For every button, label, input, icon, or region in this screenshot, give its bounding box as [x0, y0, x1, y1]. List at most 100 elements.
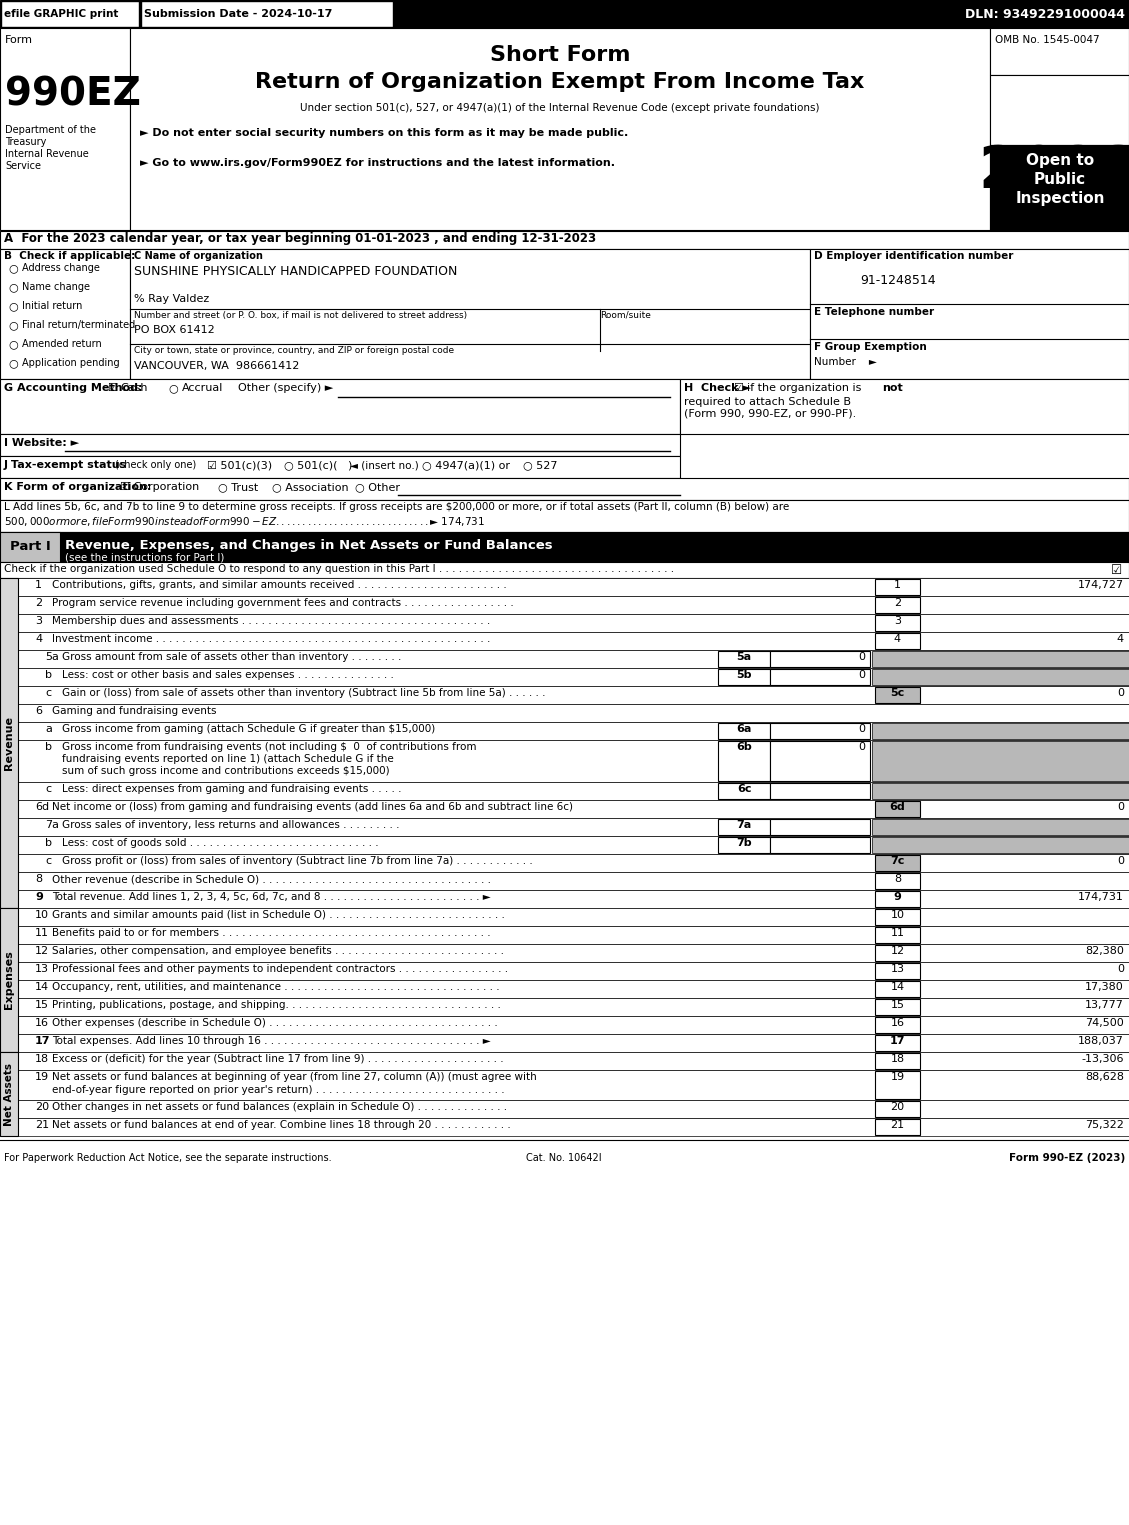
Text: Number    ►: Number ►	[814, 357, 877, 368]
Text: Application pending: Application pending	[21, 358, 120, 368]
Bar	[0, 435, 680, 456]
Text: 13: 13	[35, 964, 49, 974]
Text: Check if the organization used Schedule O to respond to any question in this Par: Check if the organization used Schedule …	[5, 564, 674, 573]
Bar	[718, 782, 770, 799]
Text: 6d: 6d	[890, 802, 905, 811]
Text: 21: 21	[35, 1119, 50, 1130]
Text: 5c: 5c	[891, 688, 904, 698]
Text: OMB No. 1545-0047: OMB No. 1545-0047	[995, 35, 1100, 46]
Text: 5a: 5a	[736, 653, 752, 662]
Text: Net income or (loss) from gaming and fundraising events (add lines 6a and 6b and: Net income or (loss) from gaming and fun…	[52, 802, 574, 811]
Text: Initial return: Initial return	[21, 300, 82, 311]
Text: ☑: ☑	[1111, 564, 1122, 576]
Text: 174,727: 174,727	[1078, 580, 1124, 590]
Bar	[875, 615, 920, 631]
Text: 5b: 5b	[736, 669, 752, 680]
Text: Cat. No. 10642I: Cat. No. 10642I	[526, 1153, 602, 1164]
Bar	[0, 477, 1129, 500]
Bar	[872, 651, 1129, 666]
Text: 7c: 7c	[891, 856, 904, 866]
Bar	[0, 596, 1129, 615]
Bar	[0, 500, 1129, 532]
Bar	[0, 650, 1129, 668]
Text: F Group Exemption: F Group Exemption	[814, 342, 927, 352]
Text: Service: Service	[5, 162, 41, 171]
Text: C Name of organization: C Name of organization	[134, 252, 263, 261]
Bar	[872, 837, 1129, 852]
Text: 174,731: 174,731	[1078, 892, 1124, 901]
Text: 74,500: 74,500	[1085, 1019, 1124, 1028]
Bar	[770, 669, 870, 685]
Text: c: c	[45, 856, 51, 866]
Bar	[875, 801, 920, 817]
Bar	[0, 1052, 1129, 1071]
Text: 17: 17	[35, 1035, 51, 1046]
Bar	[875, 1017, 920, 1032]
Bar	[0, 1034, 1129, 1052]
Bar	[718, 669, 770, 685]
Bar	[0, 721, 1129, 740]
Text: Grants and similar amounts paid (list in Schedule O) . . . . . . . . . . . . . .: Grants and similar amounts paid (list in…	[52, 910, 505, 920]
Bar	[0, 981, 1129, 997]
Bar	[130, 249, 809, 380]
Bar	[0, 997, 1129, 1016]
Text: Professional fees and other payments to independent contractors . . . . . . . . : Professional fees and other payments to …	[52, 964, 508, 974]
Text: ○ 501(c)(   ): ○ 501(c)( )	[285, 461, 352, 470]
Bar	[990, 145, 1129, 230]
Text: 4: 4	[894, 634, 901, 644]
Bar	[0, 1016, 1129, 1034]
Text: Address change: Address change	[21, 262, 99, 273]
Text: Less: cost of goods sold . . . . . . . . . . . . . . . . . . . . . . . . . . . .: Less: cost of goods sold . . . . . . . .…	[62, 839, 378, 848]
Bar	[0, 782, 1129, 801]
Text: ☑: ☑	[107, 383, 117, 393]
Text: % Ray Valdez: % Ray Valdez	[134, 294, 209, 303]
Text: Contributions, gifts, grants, and similar amounts received . . . . . . . . . . .: Contributions, gifts, grants, and simila…	[52, 580, 507, 590]
Text: 1: 1	[894, 580, 901, 590]
Text: 14: 14	[35, 982, 50, 991]
Bar	[0, 907, 1129, 926]
Text: Part I: Part I	[10, 540, 51, 554]
Bar	[718, 819, 770, 836]
Text: ◄ (insert no.): ◄ (insert no.)	[350, 461, 419, 470]
Text: 0: 0	[858, 669, 865, 680]
Text: ☑: ☑	[733, 383, 743, 393]
Text: B  Check if applicable:: B Check if applicable:	[5, 252, 135, 261]
Bar	[0, 578, 18, 907]
Bar	[872, 819, 1129, 836]
Text: 9: 9	[893, 892, 901, 901]
Text: Cash: Cash	[120, 383, 148, 393]
Bar	[872, 723, 1129, 740]
Text: DLN: 93492291000044: DLN: 93492291000044	[965, 8, 1124, 20]
Text: 0: 0	[1117, 802, 1124, 811]
Text: 3: 3	[894, 616, 901, 625]
Text: Department of the: Department of the	[5, 125, 96, 136]
Text: Revenue: Revenue	[5, 717, 14, 770]
Text: if the organization is: if the organization is	[747, 383, 865, 393]
Bar	[875, 1035, 920, 1051]
Text: $500,000 or more, file Form 990 instead of Form 990-EZ . . . . . . . . . . . . .: $500,000 or more, file Form 990 instead …	[5, 515, 484, 528]
Text: City or town, state or province, country, and ZIP or foreign postal code: City or town, state or province, country…	[134, 346, 454, 355]
Text: fundraising events reported on line 1) (attach Schedule G if the: fundraising events reported on line 1) (…	[62, 753, 394, 764]
Bar	[0, 230, 1129, 249]
Text: Expenses: Expenses	[5, 950, 14, 1010]
Text: 3: 3	[35, 616, 42, 625]
Text: 6c: 6c	[737, 784, 751, 795]
Text: Occupancy, rent, utilities, and maintenance . . . . . . . . . . . . . . . . . . : Occupancy, rent, utilities, and maintena…	[52, 982, 500, 991]
Text: 6d: 6d	[35, 802, 50, 811]
Text: Less: direct expenses from gaming and fundraising events . . . . .: Less: direct expenses from gaming and fu…	[62, 784, 402, 795]
Text: PO BOX 61412: PO BOX 61412	[134, 325, 215, 336]
Bar	[0, 1100, 1129, 1118]
Text: 10: 10	[891, 910, 904, 920]
Text: b: b	[45, 669, 52, 680]
Text: 19: 19	[891, 1072, 904, 1083]
Text: 2: 2	[894, 598, 901, 608]
Bar	[0, 27, 130, 230]
Text: Treasury: Treasury	[5, 137, 46, 146]
Text: Gain or (loss) from sale of assets other than inventory (Subtract line 5b from l: Gain or (loss) from sale of assets other…	[62, 688, 545, 698]
Text: Inspection: Inspection	[1015, 191, 1105, 206]
Text: ○: ○	[8, 300, 18, 311]
Bar	[680, 380, 1129, 435]
Bar	[872, 782, 1129, 799]
Text: Net assets or fund balances at end of year. Combine lines 18 through 20 . . . . : Net assets or fund balances at end of ye…	[52, 1119, 510, 1130]
Bar	[718, 723, 770, 740]
